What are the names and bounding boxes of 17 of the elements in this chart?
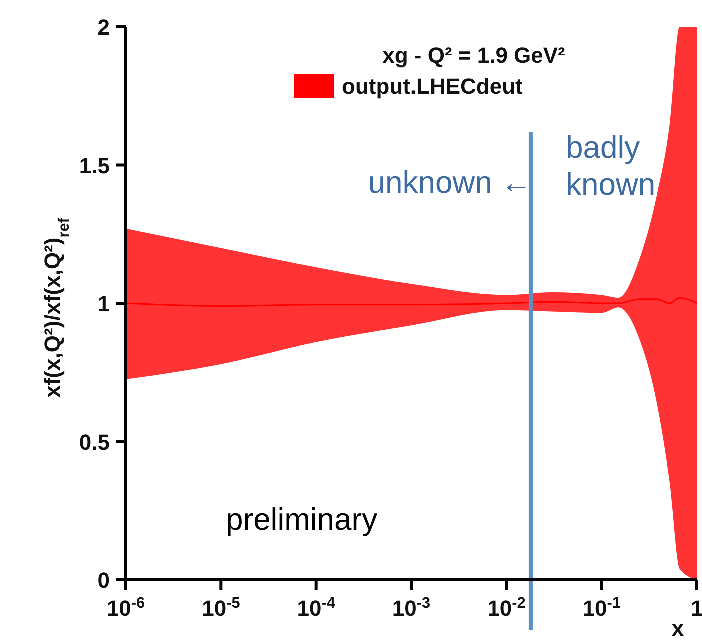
legend-title: xg - Q² = 1.9 GeV² — [382, 43, 566, 68]
annotation: unknown ← — [368, 165, 532, 200]
x-tick-label: 10$^{-6}$ — [106, 594, 146, 621]
y-tick-label: 0 — [98, 568, 110, 593]
y-tick-label: 1.5 — [79, 153, 110, 178]
x-tick-label: 10$^{-2}$ — [488, 594, 526, 621]
x-tick-label: 10$^{-5}$ — [202, 594, 241, 621]
annotation: preliminary — [226, 502, 378, 537]
x-tick-label: 10$^{-4}$ — [297, 594, 336, 621]
x-tick-label: 10$^{-3}$ — [392, 594, 431, 621]
y-tick-label: 1 — [98, 292, 110, 316]
x-tick-label: 10$^{-1}$ — [582, 594, 622, 621]
x-axis-title: x — [672, 616, 685, 641]
legend-label: output.LHECdeut — [342, 74, 524, 99]
y-tick-label: 2 — [98, 15, 110, 40]
annotation: badly known — [566, 130, 656, 202]
y-tick-label: 0.5 — [79, 430, 110, 455]
